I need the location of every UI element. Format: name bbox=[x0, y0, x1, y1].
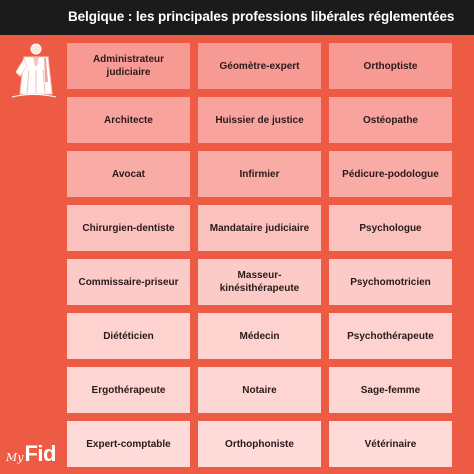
profession-cell: Architecte bbox=[67, 97, 190, 143]
profession-cell: Orthophoniste bbox=[198, 421, 321, 467]
title-bar: Belgique : les principales professions l… bbox=[0, 0, 474, 35]
profession-cell: Diététicien bbox=[67, 313, 190, 359]
profession-cell: Psychomotricien bbox=[329, 259, 452, 305]
profession-cell: Orthoptiste bbox=[329, 43, 452, 89]
profession-cell: Avocat bbox=[67, 151, 190, 197]
logo-name: Fid bbox=[24, 441, 56, 466]
profession-cell: Pédicure-podologue bbox=[329, 151, 452, 197]
logo-prefix: My bbox=[6, 451, 24, 464]
profession-cell: Ostéopathe bbox=[329, 97, 452, 143]
profession-cell: Administrateur judiciaire bbox=[67, 43, 190, 89]
profession-cell: Mandataire judiciaire bbox=[198, 205, 321, 251]
profession-cell: Huissier de justice bbox=[198, 97, 321, 143]
profession-cell: Vétérinaire bbox=[329, 421, 452, 467]
profession-cell: Commissaire-priseur bbox=[67, 259, 190, 305]
page-title: Belgique : les principales professions l… bbox=[68, 9, 455, 24]
profession-cell: Masseur-kinésithérapeute bbox=[198, 259, 321, 305]
profession-cell: Notaire bbox=[198, 367, 321, 413]
lawyer-illustration-icon bbox=[2, 40, 64, 102]
profession-cell: Chirurgien-dentiste bbox=[67, 205, 190, 251]
profession-cell: Géomètre-expert bbox=[198, 43, 321, 89]
profession-cell: Psychothérapeute bbox=[329, 313, 452, 359]
myfid-logo: MyFid bbox=[6, 441, 56, 467]
profession-cell: Expert-comptable bbox=[67, 421, 190, 467]
profession-cell: Psychologue bbox=[329, 205, 452, 251]
profession-cell: Médecin bbox=[198, 313, 321, 359]
profession-cell: Infirmier bbox=[198, 151, 321, 197]
professions-grid: Administrateur judiciaire Géomètre-expert… bbox=[67, 43, 452, 467]
profession-cell: Sage-femme bbox=[329, 367, 452, 413]
profession-cell: Ergothérapeute bbox=[67, 367, 190, 413]
